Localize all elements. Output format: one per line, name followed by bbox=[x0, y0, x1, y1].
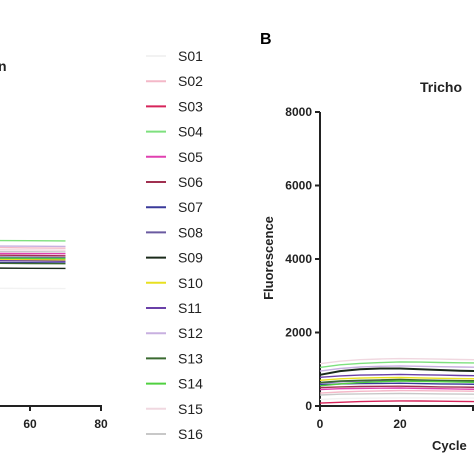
legend-label-s03: S03 bbox=[178, 98, 203, 114]
panel-b-x-tick-label-0: 0 bbox=[317, 417, 324, 431]
panel-b-y-axis-title: Fluorescence bbox=[261, 216, 276, 300]
legend-label-s12: S12 bbox=[178, 325, 203, 341]
legend-label-s07: S07 bbox=[178, 199, 203, 215]
panel-b-series-line-s01 bbox=[319, 397, 474, 401]
legend-label-s09: S09 bbox=[178, 250, 203, 266]
legend-label-s16: S16 bbox=[178, 426, 203, 442]
legend: S01 S02 S03 S04 S05 S06 S07 S08 S09 S10 S11 S12 S13 S… bbox=[146, 48, 203, 442]
panel-b-series-line-s09 bbox=[319, 367, 474, 376]
panel-a-series-line-s11 bbox=[0, 260, 66, 262]
panel-b-series-line-s04 bbox=[319, 361, 474, 369]
panel-b-series-line-s02 bbox=[319, 389, 474, 394]
panel-b-series-line-s10 bbox=[319, 376, 474, 381]
panel-b-y-ticks: 0 2000 4000 6000 8000 bbox=[285, 105, 320, 413]
panel-b-series-line-s14 bbox=[319, 380, 474, 387]
legend-label-s14: S14 bbox=[178, 376, 203, 392]
panel-a-series-line-s06 bbox=[0, 254, 66, 257]
panel-b-y-tick-label-6000: 6000 bbox=[285, 179, 312, 193]
panel-b-letter: B bbox=[260, 31, 272, 48]
panel-b-series-line-s06 bbox=[319, 385, 474, 389]
panel-a-series-line-s15 bbox=[0, 249, 66, 251]
panel-b-series-line-s03 bbox=[319, 400, 474, 404]
legend-label-s02: S02 bbox=[178, 73, 203, 89]
panel-b-y-tick-label-2000: 2000 bbox=[285, 326, 312, 340]
legend-label-s13: S13 bbox=[178, 350, 203, 366]
legend-label-s05: S05 bbox=[178, 149, 203, 165]
panel-a-x-tick-label-80: 80 bbox=[94, 417, 108, 431]
legend-label-s08: S08 bbox=[178, 224, 203, 240]
legend-label-s11: S11 bbox=[178, 300, 202, 316]
panel-a-title-fragment: n bbox=[0, 58, 7, 74]
panel-b-series-line-s11 bbox=[319, 373, 474, 378]
panel-a-series-line-s02 bbox=[0, 246, 66, 249]
panel-b-title-fragment: Tricho bbox=[420, 79, 462, 95]
panel-a-series-group bbox=[0, 239, 66, 290]
panel-b-series-group bbox=[319, 357, 474, 404]
legend-label-s01: S01 bbox=[178, 48, 203, 64]
panel-b-y-tick-label-0: 0 bbox=[305, 399, 312, 413]
legend-label-s15: S15 bbox=[178, 401, 203, 417]
legend-label-s10: S10 bbox=[178, 275, 203, 291]
panel-b-series-line-s13 bbox=[319, 378, 474, 384]
panel-a-x-tick-label-60: 60 bbox=[23, 417, 37, 431]
panel-b-y-tick-label-4000: 4000 bbox=[285, 252, 312, 266]
panel-b: B Tricho Fluorescence Cycle 0 2000 4000 600… bbox=[260, 31, 474, 453]
panel-a-series-line-s08 bbox=[0, 256, 66, 259]
panel-b-x-ticks: 0 20 bbox=[317, 406, 474, 431]
panel-b-x-axis-title-fragment: Cycle bbox=[432, 438, 467, 453]
legend-label-s04: S04 bbox=[178, 124, 203, 140]
panel-a: n 60 80 bbox=[0, 58, 108, 431]
panel-b-series-line-s15 bbox=[319, 357, 474, 365]
panel-b-series-line-s12 bbox=[319, 365, 474, 372]
panel-b-x-tick-label-20: 20 bbox=[393, 417, 407, 431]
legend-label-s06: S06 bbox=[178, 174, 203, 190]
panel-b-series-line-s16 bbox=[319, 392, 474, 396]
panel-b-series-line-s05 bbox=[319, 387, 474, 391]
panel-b-y-tick-label-8000: 8000 bbox=[285, 105, 312, 119]
